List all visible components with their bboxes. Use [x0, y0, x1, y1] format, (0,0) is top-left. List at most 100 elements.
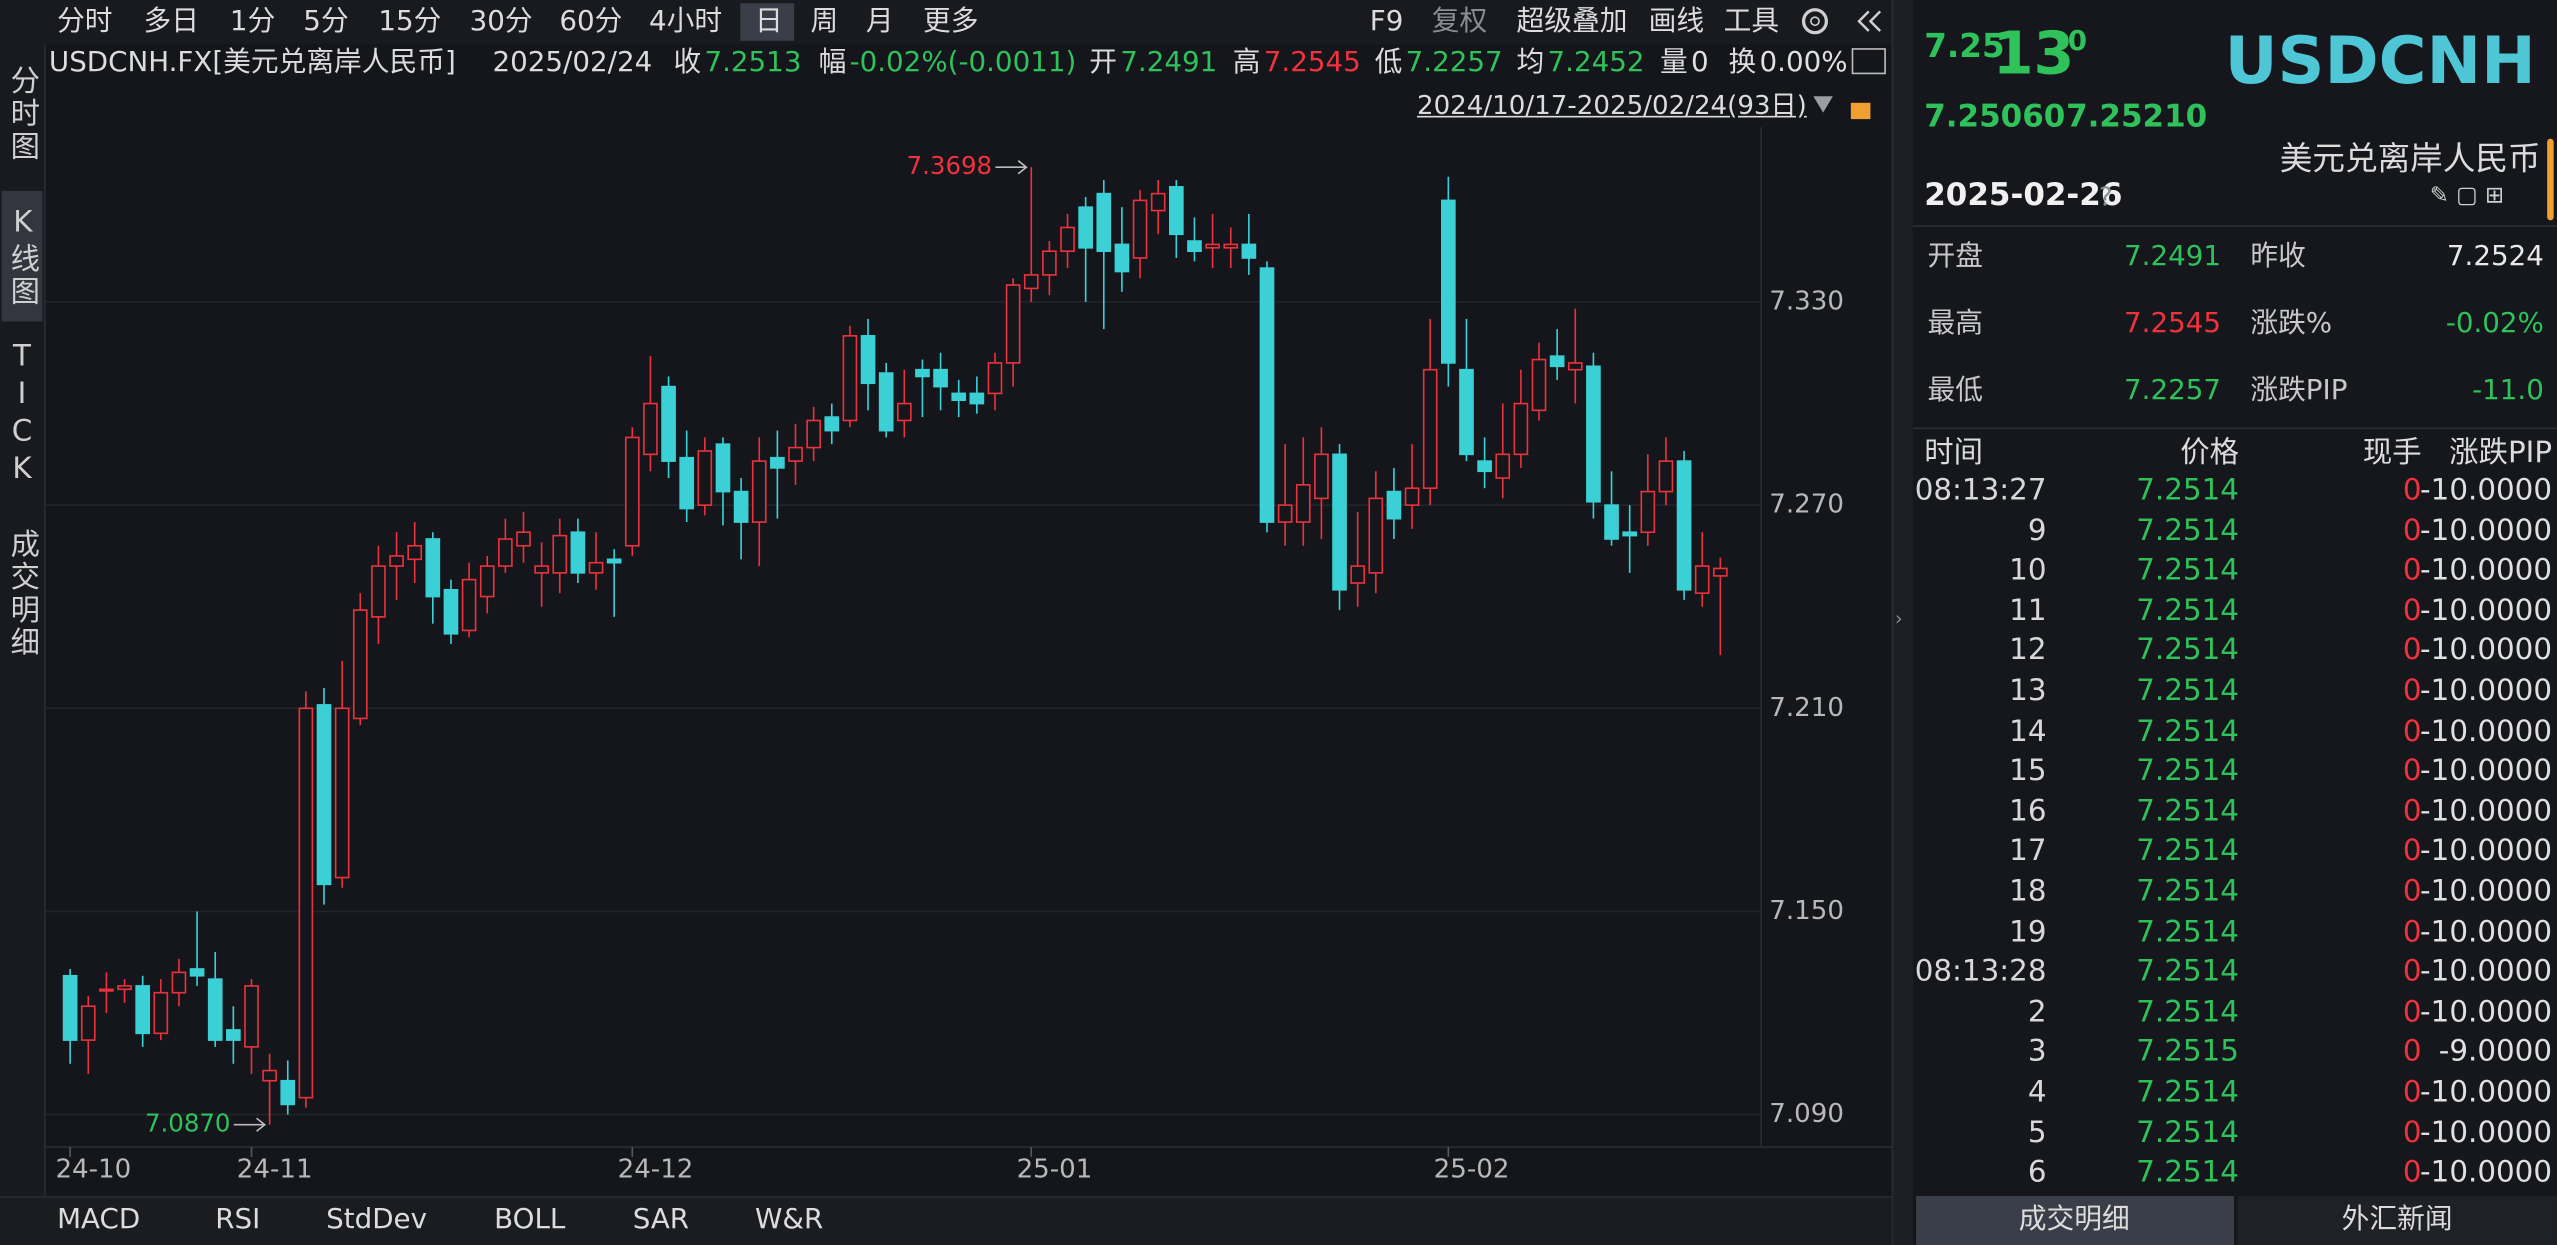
candle-body [534, 565, 549, 574]
scrollbar [2547, 138, 2554, 221]
trade-cell: -10.0000 [2420, 1075, 2553, 1110]
stat-label: 涨跌% [2250, 307, 2333, 341]
period-tab[interactable]: 月 [865, 5, 894, 39]
candle-body [915, 368, 930, 378]
gear-icon[interactable] [1801, 8, 1829, 35]
stat-label: 涨跌PIP [2250, 374, 2348, 408]
date-range[interactable]: 2024/10/17-2025/02/24(93日) [1416, 89, 1807, 121]
indicator-tab[interactable]: W&R [755, 1203, 824, 1237]
trade-cell: 7.2514 [2136, 874, 2239, 909]
candle-body [1187, 240, 1202, 253]
sep [1912, 427, 2557, 430]
y-tick-label: 7.090 [1769, 1099, 1844, 1129]
trade-cell: -10.0000 [2420, 954, 2553, 990]
trade-cell: 5 [2027, 1115, 2047, 1150]
period-tab[interactable]: 1分 [229, 5, 276, 39]
help-icon[interactable]: ? [2098, 181, 2113, 213]
period-tab[interactable]: 30分 [469, 5, 533, 39]
symbol: USDCNH.FX[美元兑离岸人民币] [48, 46, 456, 80]
collapse-arrow[interactable]: › [1894, 606, 1903, 630]
candle-body [189, 968, 205, 977]
trade-cell: -10.0000 [2420, 914, 2553, 949]
indicator-tab[interactable]: RSI [215, 1203, 261, 1237]
tool-button[interactable]: 复权 [1431, 5, 1488, 39]
candle-body [153, 991, 169, 1035]
dropdown-icon[interactable] [1813, 96, 1833, 113]
stat-value: -0.02% [2445, 307, 2544, 341]
extreme-arrow [995, 160, 1028, 175]
candle-body [1676, 460, 1692, 591]
candle-body [207, 978, 223, 1041]
trade-cell: 7.2515 [2136, 1035, 2239, 1070]
tool-icons[interactable]: ✎ ▢ ⊞ [2429, 182, 2505, 209]
candle-body [1023, 274, 1039, 290]
tool-button[interactable]: 超级叠加 [1516, 5, 1628, 39]
stat-value: 7.2491 [2124, 240, 2222, 274]
candle-body [171, 971, 187, 994]
candle-body [661, 385, 676, 462]
period-tab[interactable]: 分时 [57, 5, 113, 39]
period-tab[interactable]: 更多 [922, 5, 979, 39]
trade-cell: 08:13:28 [1914, 954, 2047, 990]
period-tab[interactable]: 60分 [559, 5, 623, 39]
tool-button[interactable]: 画线 [1648, 5, 1705, 39]
tool-button[interactable]: F9 [1369, 5, 1404, 39]
side-tab[interactable]: TICK [4, 339, 40, 490]
kline-chart: 7.330 7.270 7.210 7.150 7.090 24-10 24-11 24-12… [45, 8, 1892, 1184]
stat-value: -11.0 [2472, 374, 2544, 408]
trade-cell: 0 [2402, 874, 2422, 909]
trade-cell: 0 [2402, 553, 2422, 588]
trade-cell: 7.2514 [2136, 473, 2239, 508]
panel-tab-bg[interactable] [2237, 1196, 2557, 1245]
stat-label: 开盘 [1927, 240, 1983, 274]
lock-icon[interactable] [1850, 102, 1871, 120]
trade-cell: 12 [2009, 633, 2047, 669]
trade-header: 现手 [2362, 435, 2422, 470]
stat-value: 7.2524 [2446, 240, 2544, 274]
period-tab[interactable]: 5分 [303, 5, 349, 39]
candle-body [371, 565, 386, 618]
period-tab[interactable]: 4小时 [649, 5, 723, 39]
candle-body [1477, 460, 1492, 473]
trade-cell: -10.0000 [2420, 553, 2553, 588]
period-tab[interactable]: 周 [810, 5, 839, 39]
sep [1912, 225, 2557, 227]
x-tick-label: 25-02 [1434, 1154, 1510, 1184]
indicator-tab[interactable]: MACD [57, 1203, 141, 1237]
toolbar-bg [0, 0, 1892, 45]
period-tab[interactable]: 多日 [143, 5, 199, 39]
candle-body [552, 534, 568, 574]
period-tab[interactable]: 日 [755, 5, 783, 39]
trade-cell: 7.2514 [2136, 673, 2239, 709]
side-tab[interactable]: K线图 [5, 204, 40, 308]
candle-body [1622, 531, 1638, 537]
side-tab[interactable]: 成交明细 [5, 528, 40, 660]
candle-body [788, 446, 803, 462]
candle-body [443, 588, 459, 635]
candle-body [860, 335, 876, 385]
collapse-icon[interactable] [1857, 10, 1882, 32]
period-selected [740, 3, 795, 41]
panel-tab-active[interactable] [1916, 1196, 2235, 1245]
ask-price: 7.25210 [2066, 98, 2208, 135]
candle-body [1259, 267, 1275, 523]
candle-body [1713, 567, 1728, 577]
indicator-tab[interactable]: SAR [632, 1203, 690, 1237]
candle-body [1205, 243, 1220, 249]
candle-body [62, 974, 78, 1041]
tool-button[interactable]: 工具 [1723, 5, 1780, 39]
candle-body [878, 372, 894, 432]
period-tab[interactable]: 15分 [378, 5, 442, 39]
panel-tab[interactable]: 外汇新闻 [2341, 1203, 2453, 1237]
trade-cell: -10.0000 [2420, 794, 2553, 829]
wp-icon[interactable] [1851, 48, 1886, 75]
indicator-tab[interactable]: BOLL [494, 1203, 566, 1237]
trade-cell: 7.2514 [2136, 834, 2239, 869]
panel-tab[interactable]: 成交明细 [2018, 1203, 2130, 1237]
indicator-tab[interactable]: StdDev [326, 1203, 428, 1237]
trade-cell: 4 [2027, 1075, 2047, 1110]
side-tab[interactable]: 分时图 [5, 65, 40, 164]
field-label: 低 [1374, 46, 1403, 80]
